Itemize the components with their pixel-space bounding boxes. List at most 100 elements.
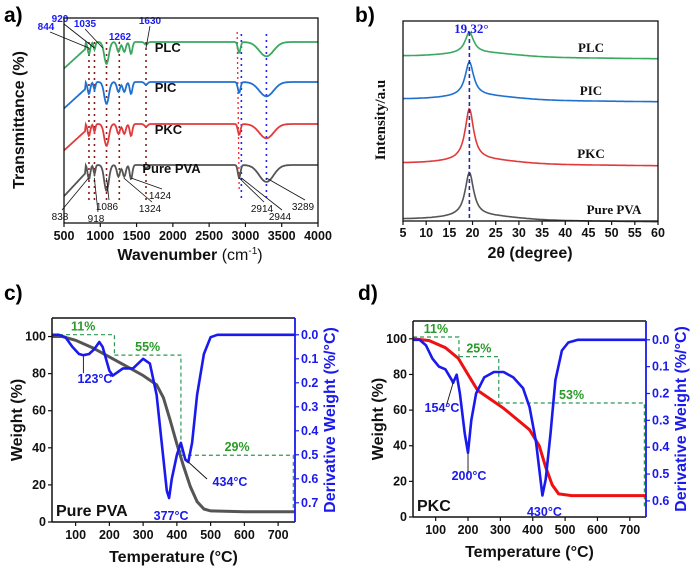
tga-pva-y-tick-label: 60 <box>32 404 46 418</box>
tga-pkc-x-tick-label: 400 <box>522 523 543 537</box>
ftir-bottom-annotation: 1324 <box>139 204 162 215</box>
panel-label-a: a) <box>4 4 23 27</box>
ftir-x-tick-label: 3500 <box>268 229 296 243</box>
tga-pkc-derivative-curve <box>413 338 646 497</box>
ftir-series-label-pic: PIC <box>155 80 177 95</box>
xrd-x-axis-label: 2θ (degree) <box>487 245 572 262</box>
tga-pva-peak-label: 434°C <box>213 475 248 489</box>
xrd-curve-pkc <box>403 107 658 167</box>
tga-pkc-y2-tick-label: 0.4 <box>652 440 669 454</box>
tga-pva-derivative-curve <box>52 333 295 500</box>
tga-pkc-step-line <box>458 356 500 403</box>
ftir-annotation-arrow <box>123 177 153 203</box>
tga-pkc-x-tick-label: 500 <box>555 523 576 537</box>
tga-pva-sample-label: Pure PVA <box>56 503 128 520</box>
ftir-x-tick-label: 3000 <box>232 229 260 243</box>
tga-pkc-y2-tick-label: 0.3 <box>652 413 669 427</box>
ftir-bottom-annotation: 3289 <box>292 202 315 213</box>
tga-pkc-y-tick-label: 100 <box>386 332 407 346</box>
tga-pkc-x-axis-label: Temperature (°C) <box>465 544 594 561</box>
tga-pkc-y-tick-label: 0 <box>400 510 407 524</box>
ftir-ref-line-red <box>236 31 240 191</box>
ftir-annotation-arrow <box>63 23 95 49</box>
tga-pva-peak-label: 123°C <box>78 372 113 386</box>
tga-pva-x-tick-label: 500 <box>200 528 221 542</box>
tga-pva-y-tick-label: 40 <box>32 441 46 455</box>
tga-pkc-x-tick-label: 200 <box>458 523 479 537</box>
tga-pkc-x-tick-label: 100 <box>425 523 446 537</box>
tga-pva-x-tick-label: 200 <box>99 528 120 542</box>
tga-pkc-y2-tick-label: 0.6 <box>652 494 669 508</box>
tga-pkc-y-axis-label: Weight (%) <box>370 378 387 460</box>
tga-pva-step-line <box>180 454 294 512</box>
xrd-chart: 19.32° PLC PIC PKC Pure PVA 5 10 15 20 25 30 35 40… <box>373 20 665 262</box>
tga-pkc-y2-tick-label: 0.2 <box>652 386 669 400</box>
ftir-bottom-annotation: 2914 <box>251 204 274 215</box>
tga-pkc-y-tick-label: 80 <box>393 367 407 381</box>
ftir-curve-pkc <box>63 121 318 152</box>
xrd-series-label-pic: PIC <box>580 83 602 98</box>
tga-pva-y-axis-label: Weight (%) <box>9 379 26 461</box>
xrd-series-label-plc: PLC <box>578 40 604 55</box>
tga-pva-y-tick-label: 20 <box>32 478 46 492</box>
tga-pkc-weight-curve <box>412 337 646 498</box>
ftir-series-label-pure-pva: Pure PVA <box>142 161 201 176</box>
ftir-top-annotation: 1262 <box>109 32 132 43</box>
tga-pva-x-axis-label: Temperature (°C) <box>109 549 238 566</box>
panel-label-d: d) <box>358 282 378 305</box>
xrd-x-tick-label: 60 <box>651 226 665 240</box>
tga-pkc-y2-tick-label: 0.1 <box>652 360 669 374</box>
ftir-bottom-annotation: 838 <box>52 212 69 223</box>
tga-pva-peak-label: 377°C <box>154 509 189 523</box>
tga-pva-y-tick-label: 0 <box>39 515 46 529</box>
xrd-curve-plc <box>402 31 658 60</box>
ftir-annotation-arrow <box>84 28 104 49</box>
ftir-x-axis-label: Wavenumber (cm-1) <box>117 246 262 264</box>
ftir-x-tick-label: 2000 <box>159 229 187 243</box>
tga-pkc-y2-tick-label: 0.0 <box>652 333 669 347</box>
tga-pkc-y-tick-label: 60 <box>393 403 407 417</box>
ftir-x-tick-label: 1500 <box>123 229 151 243</box>
tga-pkc-step-label: 53% <box>559 388 584 402</box>
tga-pkc-annotation-arrow <box>445 382 454 408</box>
xrd-x-tick-label: 45 <box>582 226 596 240</box>
tga-pkc-y2-axis-label: Derivative Weight (%/°C) <box>673 326 690 512</box>
ftir-x-tick-label: 2500 <box>195 229 223 243</box>
ftir-annotation-arrow <box>266 177 306 201</box>
tga-pva-y2-tick-label: 0.1 <box>301 352 318 366</box>
ftir-bottom-annotation: 1086 <box>96 202 119 213</box>
tga-pva-y2-tick-label: 0.5 <box>301 448 318 462</box>
tga-pkc-step-label: 25% <box>466 342 491 356</box>
tga-pva-weight-curve <box>52 335 295 514</box>
ftir-curve-plc <box>63 39 318 70</box>
tga-pkc-peak-label: 200°C <box>452 469 487 483</box>
ftir-annotation-arrow <box>49 31 90 49</box>
ftir-annotation-arrow <box>241 177 283 211</box>
xrd-x-tick-label: 55 <box>628 226 642 240</box>
xrd-plot-frame <box>402 20 659 222</box>
tga-pva-step-line <box>114 354 182 456</box>
xrd-peak-label: 19.32° <box>454 21 488 36</box>
tga-pkc-sample-label: PKC <box>417 498 451 515</box>
tga-pkc-x-tick-label: 600 <box>587 523 608 537</box>
xrd-series-label-pkc: PKC <box>577 146 604 161</box>
tga-pva-annotation-arrow <box>188 461 208 480</box>
xrd-x-tick-label: 15 <box>442 226 456 240</box>
panel-label-b: b) <box>355 4 375 27</box>
tga-pva-y2-tick-label: 0.3 <box>301 400 318 414</box>
tga-pkc-chart: 11% 25% 53% 100 200 300 400 500 600 700 0 20 40 60 80 1… <box>370 320 690 561</box>
ftir-annotation-arrow <box>106 177 110 201</box>
tga-pva-y-tick-label: 80 <box>32 367 46 381</box>
ftir-series-label-pkc: PKC <box>155 122 183 137</box>
tga-pva-x-tick-label: 600 <box>234 528 255 542</box>
ftir-x-tick-label: 1000 <box>86 229 114 243</box>
tga-pva-step-label: 11% <box>71 320 95 334</box>
tga-pva-y2-tick-label: 0.7 <box>301 496 318 510</box>
tga-pva-step-label: 29% <box>225 440 250 454</box>
xrd-series-label-pure-pva: Pure PVA <box>587 202 642 217</box>
tga-pva-x-tick-label: 300 <box>133 528 154 542</box>
xrd-curve-pic <box>403 60 658 103</box>
ftir-series-label-plc: PLC <box>155 40 182 55</box>
